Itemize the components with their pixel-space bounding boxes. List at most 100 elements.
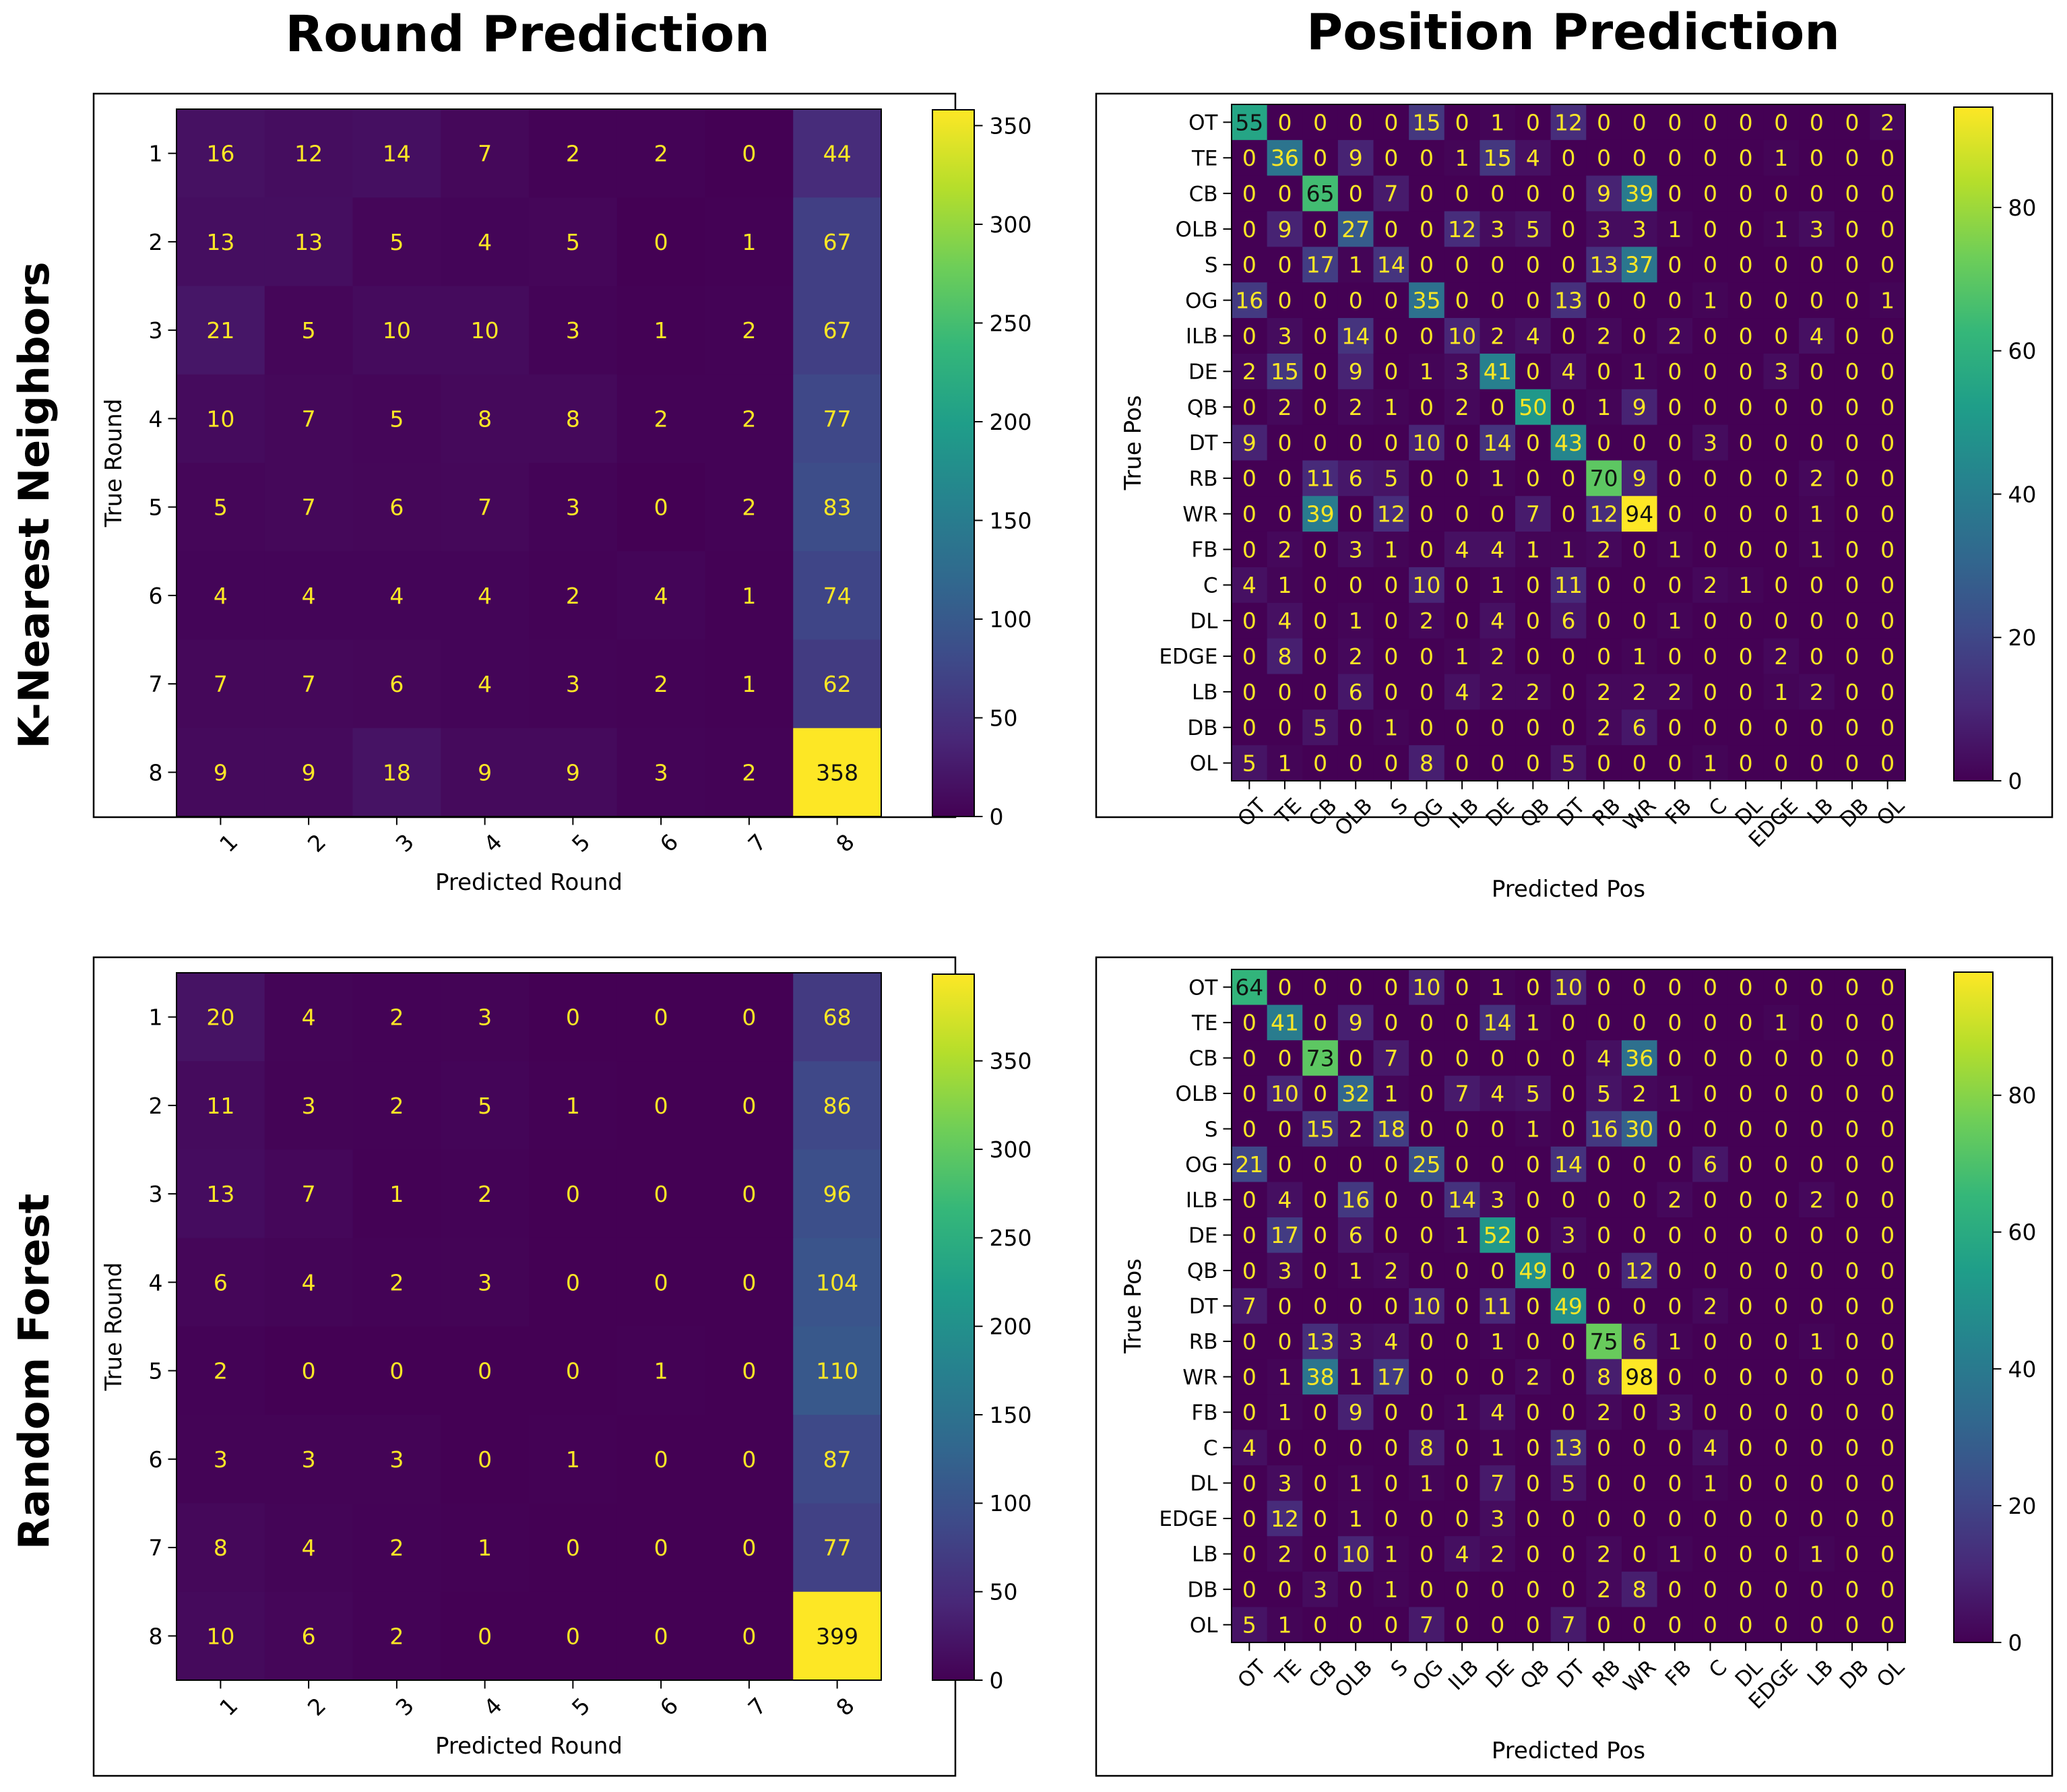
cell-value: 12 [1271,1506,1299,1532]
heatmap-cell [1727,424,1764,461]
heatmap-cell [1515,1004,1552,1041]
heatmap-cell [1515,969,1552,1006]
cell-value: 0 [1845,1293,1859,1319]
colorbar-tick-label: 0 [990,804,1004,830]
heatmap-cell [1302,969,1339,1006]
cell-value: 0 [1562,216,1576,243]
cell-value: 0 [1739,1116,1753,1142]
heatmap-cell [1621,282,1658,319]
heatmap-cell [1586,389,1622,426]
heatmap-cell [1373,282,1409,319]
heatmap-cell [1727,282,1764,319]
heatmap-cell [1799,567,1835,604]
heatmap-cell [1302,175,1339,212]
cell-value: 0 [1526,1222,1540,1248]
cell-value: 0 [1703,181,1717,207]
heatmap-cell [1727,139,1764,177]
cell-value: 0 [1562,394,1576,420]
cell-value: 0 [1810,358,1824,385]
heatmap-cell [1550,1607,1587,1643]
cell-value: 0 [1242,715,1257,741]
heatmap-cell [1692,1394,1729,1431]
heatmap-cell [705,728,794,817]
heatmap-cell [1480,532,1516,568]
cell-value: 0 [1880,1541,1895,1567]
cell-value: 0 [1242,1470,1257,1496]
heatmap-cell [1337,247,1374,283]
heatmap-cell [1480,353,1516,390]
cell-value: 0 [1845,1435,1859,1461]
heatmap-cell [1763,175,1800,212]
cell-value: 0 [1420,1222,1434,1248]
heatmap-cell [1870,1394,1906,1431]
cell-value: 0 [1384,1151,1398,1178]
cell-value: 1 [1490,974,1504,1000]
cell-value: 96 [823,1181,852,1207]
cell-value: 0 [1810,181,1824,207]
heatmap-cell [1763,496,1800,532]
colorbar-tick-label: 80 [2008,195,2037,221]
heatmap-cell [793,1238,882,1327]
heatmap-cell [1409,318,1445,354]
heatmap-cell [1692,1252,1729,1289]
cell-value: 0 [1845,1541,1859,1567]
cell-value: 1 [1810,536,1824,563]
cell-value: 0 [1810,1116,1824,1142]
cell-value: 0 [1313,109,1327,135]
heatmap-cell [1480,1146,1516,1183]
cell-value: 0 [1349,1045,1363,1071]
heatmap-cell [1763,1359,1800,1395]
cell-value: 110 [816,1358,858,1384]
heatmap-cell [1550,353,1587,390]
heatmap-cell [1337,1323,1374,1359]
cell-value: 0 [1313,750,1327,776]
y-tick-label: 5 [149,1358,163,1384]
heatmap-cell [1586,1430,1622,1466]
heatmap-cell [1834,567,1870,604]
heatmap-cell [1657,1607,1693,1643]
heatmap-cell [1302,282,1339,319]
colorbar [932,109,975,817]
heatmap-cell [1621,1394,1658,1431]
cell-value: 4 [1455,1541,1469,1567]
cell-value: 4 [1703,1435,1717,1461]
cell-value: 0 [1739,1293,1753,1319]
heatmap-cell [1409,1571,1445,1608]
heatmap-cell [1586,353,1622,390]
y-tick-label: 4 [149,1269,163,1295]
cell-value: 6 [389,494,404,521]
heatmap-cell [1763,1430,1800,1466]
cell-value: 2 [389,1269,404,1295]
heatmap-cell [1586,1004,1622,1041]
cell-value: 3 [1562,1222,1576,1248]
cell-value: 0 [1667,974,1682,1000]
y-tick-label: DT [1189,431,1219,455]
heatmap-cell [1515,175,1552,212]
cell-value: 0 [1562,181,1576,207]
heatmap-cell [1657,247,1693,283]
cell-value: 35 [1412,288,1440,314]
cell-value: 3 [1349,536,1363,563]
heatmap-cell [1799,602,1835,639]
cell-value: 0 [1667,1435,1682,1461]
cell-value: 2 [1490,679,1504,705]
heatmap-cell [1480,1288,1516,1324]
cell-value: 87 [823,1446,852,1473]
cell-value: 0 [1880,974,1895,1000]
heatmap-cell [1799,175,1835,212]
heatmap-cell [1657,353,1693,390]
cell-value: 1 [1277,572,1292,598]
heatmap-cell [1799,1607,1835,1643]
cell-value: 11 [206,1093,234,1119]
cell-value: 0 [1667,1116,1682,1142]
heatmap-cell [1621,1182,1658,1218]
x-tick-label: 4 [478,829,507,857]
heatmap-cell [1621,567,1658,604]
cell-value: 0 [1774,1541,1788,1567]
cell-value: 32 [1341,1081,1370,1107]
heatmap-cell [1870,104,1906,141]
heatmap-cell [1657,1252,1693,1289]
colorbar-tick-label: 0 [2008,768,2023,794]
heatmap-cell [1586,709,1622,746]
cell-value: 9 [566,759,580,786]
